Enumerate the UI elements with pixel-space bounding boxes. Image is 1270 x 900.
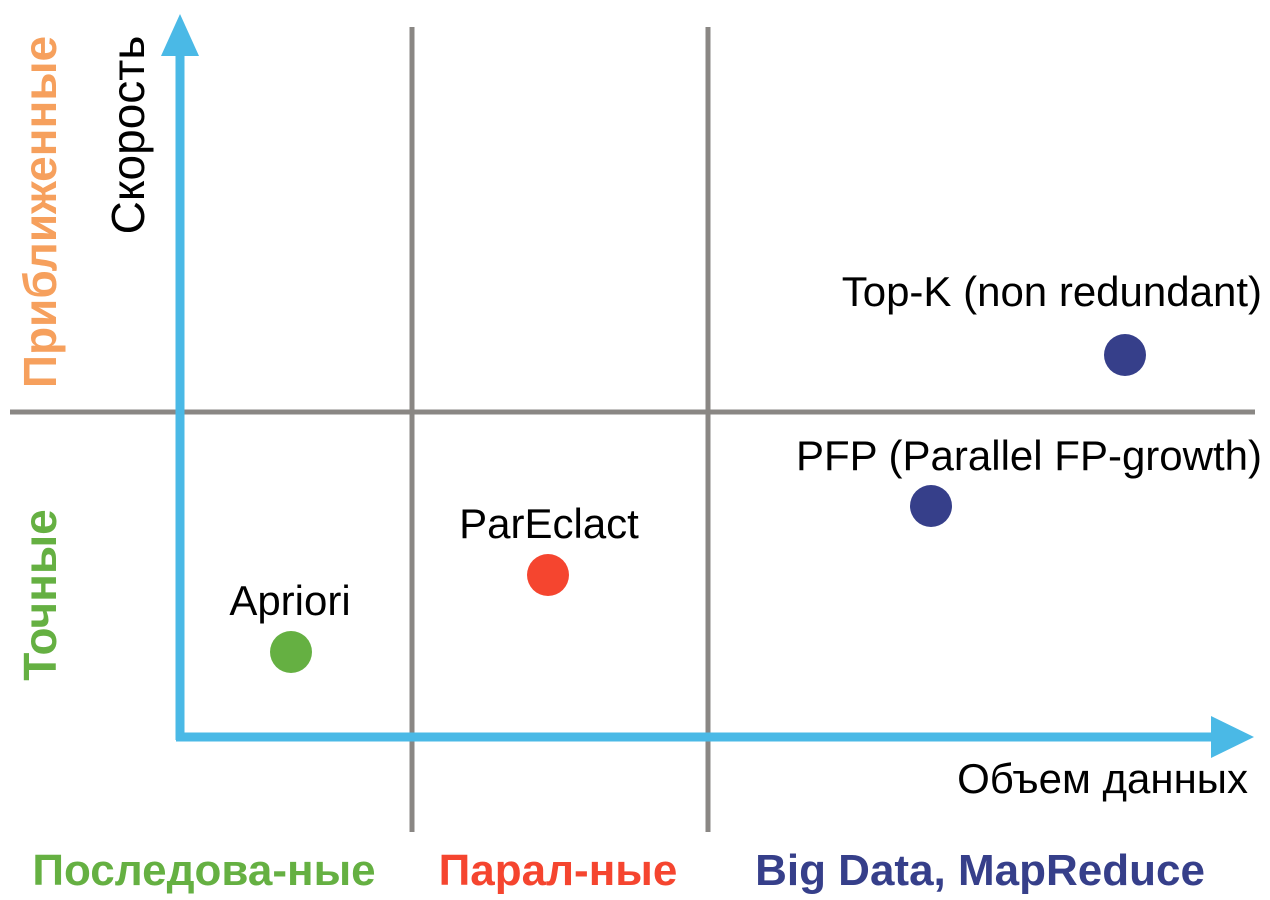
- point-pfp: [910, 485, 952, 527]
- column-label-parallel: Парал-ные: [439, 846, 678, 895]
- point-label-topk: Top-K (non redundant): [842, 268, 1262, 315]
- x-axis-arrowhead: [1211, 716, 1254, 758]
- row-label-approximate: Приближенные: [14, 36, 66, 388]
- column-label-bigdata: Big Data, MapReduce: [755, 846, 1205, 895]
- column-label-sequential: Последова-ные: [32, 846, 375, 895]
- point-pareclact: [527, 554, 569, 596]
- x-axis-label: Объем данных: [957, 755, 1248, 802]
- y-axis-label: Скорость: [102, 36, 154, 235]
- y-axis-arrowhead: [161, 14, 199, 56]
- point-label-pareclact: ParEclact: [459, 500, 639, 547]
- point-label-pfp: PFP (Parallel FP-growth): [796, 432, 1262, 479]
- point-apriori: [270, 631, 312, 673]
- point-topk: [1104, 334, 1146, 376]
- point-label-apriori: Apriori: [229, 577, 350, 624]
- row-label-exact: Точные: [14, 509, 66, 681]
